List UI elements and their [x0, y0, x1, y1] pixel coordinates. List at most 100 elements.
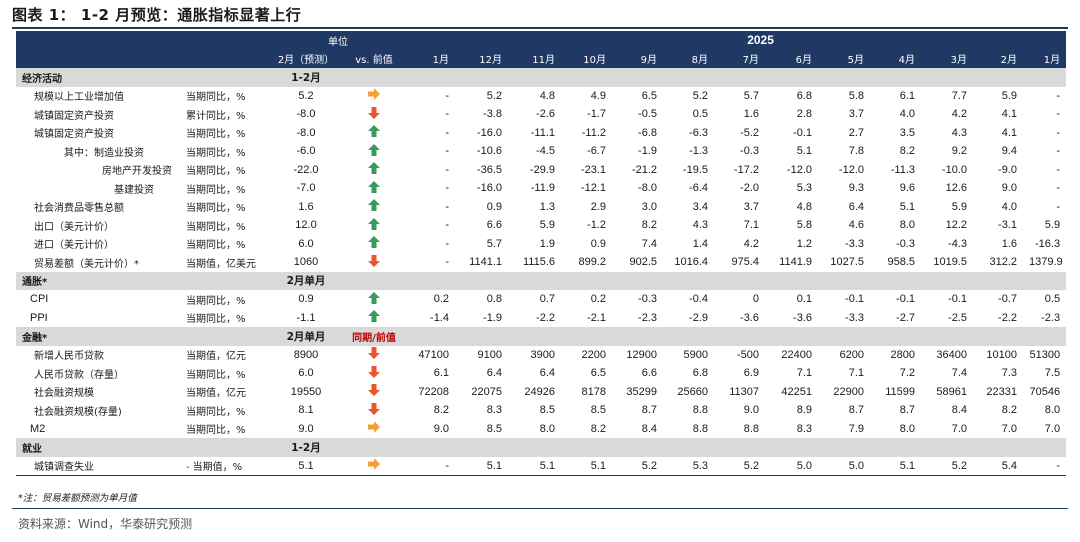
source-rule — [12, 508, 1068, 509]
trend-arrow — [342, 124, 406, 143]
section-period: 1-2月 — [270, 68, 342, 87]
section-period-compare — [342, 271, 406, 290]
value-cell: 22900 — [833, 385, 864, 398]
trend-arrow — [342, 290, 406, 309]
value-cell: -2.2 — [998, 311, 1017, 324]
value-cell: 58961 — [936, 385, 967, 398]
value-cell: -3.6 — [793, 311, 812, 324]
value-cell: - — [445, 126, 449, 139]
value-cell: -2.9 — [689, 311, 708, 324]
arrow-up-icon — [368, 199, 380, 212]
table-row: 规模以上工业增加值 当期同比，% 5.2 - 5.2 4.8 4.9 6.5 5.2 5.7 6.8… — [16, 87, 1066, 106]
year-header: 2025 — [455, 31, 1067, 50]
table-row: 基建投资 当期同比，% -7.0 - -16.0 -11.9 -12.1 -8.0 -6.4 -2… — [16, 179, 1066, 198]
value-cell: -6.4 — [689, 182, 708, 195]
indicator-name: 社会融资规模 — [34, 388, 94, 400]
value-cell: 1027.5 — [830, 256, 864, 269]
arrow-right-icon — [368, 421, 380, 434]
unit-text: 当期同比，% — [186, 147, 246, 159]
value-cell: -11.1 — [530, 126, 555, 139]
value-cell: 8.9 — [796, 404, 812, 417]
arrow-up-icon — [368, 125, 380, 138]
value-cell: 12.6 — [945, 182, 967, 195]
trend-arrow — [342, 179, 406, 198]
value-cell: 7.4 — [641, 237, 657, 250]
data-table: 单位 2025 2月（预测） vs. 前值 1月 12月 11月 10月 9月 8月 7月 6… — [16, 31, 1067, 476]
value-cell: 25660 — [677, 385, 708, 398]
value-cell: 3900 — [530, 348, 555, 361]
value-cell: 6.8 — [796, 89, 812, 102]
value-cell: 5.8 — [848, 89, 864, 102]
value-cell: 3.0 — [641, 200, 657, 213]
trend-arrow — [342, 161, 406, 180]
value-cell: -16.0 — [476, 126, 502, 139]
table-row: 贸易差额（美元计价）* 当期值，亿美元 1060 - 1141.1 1115.6 899.2… — [16, 253, 1066, 272]
value-cell: 0.2 — [433, 293, 449, 306]
value-cell: 8.2 — [433, 404, 449, 417]
forecast-value: -7.0 — [296, 182, 316, 195]
table-row: 社会融资规模 当期值，亿元 19550 72208 22075 24926 8178 3529… — [16, 383, 1066, 402]
value-cell: 2.8 — [796, 108, 812, 121]
value-cell: 1379.9 — [1029, 256, 1063, 269]
value-cell: 5.1 — [561, 456, 612, 476]
indicator-name: 城镇固定资产投资 — [34, 129, 114, 141]
indicator-unit: 当期同比，% — [180, 216, 270, 235]
value-cell: 2.9 — [590, 200, 606, 213]
value-cell: -0.3 — [896, 237, 915, 250]
value-cell: 5.0 — [765, 456, 818, 476]
value-cell: - — [406, 456, 455, 476]
value-cell: 5.9 — [539, 219, 555, 232]
table-row: 城镇固定资产投资 当期同比，% -8.0 - -16.0 -11.1 -11.2 -6.8 -6… — [16, 124, 1066, 143]
value-cell: - — [1056, 182, 1061, 195]
value-cell: 4.3 — [692, 219, 708, 232]
indicator-unit: 当期同比，% — [180, 198, 270, 217]
value-cell: 7.3 — [1001, 367, 1017, 380]
value-cell: -2.3 — [1041, 311, 1061, 324]
value-cell: 5.9 — [951, 200, 967, 213]
value-cell: 5.9 — [1044, 219, 1061, 232]
value-cell: 5.1 — [508, 456, 561, 476]
table-row: 出口（美元计价） 当期同比，% 12.0 - 6.6 5.9 -1.2 8.2 4.3 7.1 5.… — [16, 216, 1066, 235]
value-cell: 1016.4 — [674, 256, 708, 269]
month-header: 3月 — [921, 49, 973, 68]
trend-arrow — [342, 309, 406, 328]
value-cell: - — [445, 182, 449, 195]
value-cell: 5.9 — [1001, 89, 1017, 102]
value-cell: 312.2 — [989, 256, 1017, 269]
value-cell: 6.5 — [590, 367, 606, 380]
value-cell: 8.0 — [1044, 404, 1061, 417]
section-period-compare: 同期/前值 — [342, 327, 406, 346]
value-cell: -16.3 — [1035, 237, 1061, 250]
indicator-unit: - 当期值，% — [180, 456, 270, 476]
month-header: 4月 — [870, 49, 921, 68]
arrow-down-icon — [368, 106, 380, 119]
month-header: 10月 — [561, 49, 612, 68]
month-header: 9月 — [612, 49, 663, 68]
value-cell: 8.2 — [899, 145, 915, 158]
month-header: 12月 — [455, 49, 508, 68]
value-cell: 0.9 — [590, 237, 606, 250]
value-cell: -0.3 — [740, 145, 759, 158]
indicator-unit: 累计同比，% — [180, 105, 270, 124]
value-cell: 4.0 — [899, 108, 915, 121]
forecast-value: 12.0 — [295, 219, 317, 232]
indicator-name: PPI — [30, 311, 48, 324]
value-cell: -8.0 — [638, 182, 657, 195]
arrow-up-icon — [368, 217, 380, 230]
forecast-value: 1060 — [293, 256, 319, 269]
value-cell: -6.8 — [638, 126, 657, 139]
value-cell: 5.4 — [973, 456, 1023, 476]
value-cell: 0.5 — [1044, 293, 1061, 306]
unit-text: 当期值，亿元 — [186, 388, 246, 400]
value-cell: 8.2 — [590, 422, 606, 435]
value-cell: -1.2 — [587, 219, 606, 232]
value-cell: 5.2 — [714, 456, 765, 476]
indicator-name: 城镇固定资产投资 — [34, 110, 114, 122]
value-cell: 5.3 — [663, 456, 714, 476]
table-row: 城镇调查失业 - 当期值，% 5.1-5.1 5.1 5.1 5.2 5.3 5.2 5.0 5.0… — [16, 456, 1067, 476]
header-row-year: 单位 2025 — [16, 31, 1067, 50]
table-row: 进口（美元计价） 当期同比，% 6.0 - 5.7 1.9 0.9 7.4 1.4 4.2 1.2 -… — [16, 235, 1066, 254]
value-cell: 3.7 — [743, 200, 759, 213]
trend-arrow — [342, 364, 406, 383]
value-cell: 4.1 — [1001, 108, 1017, 121]
